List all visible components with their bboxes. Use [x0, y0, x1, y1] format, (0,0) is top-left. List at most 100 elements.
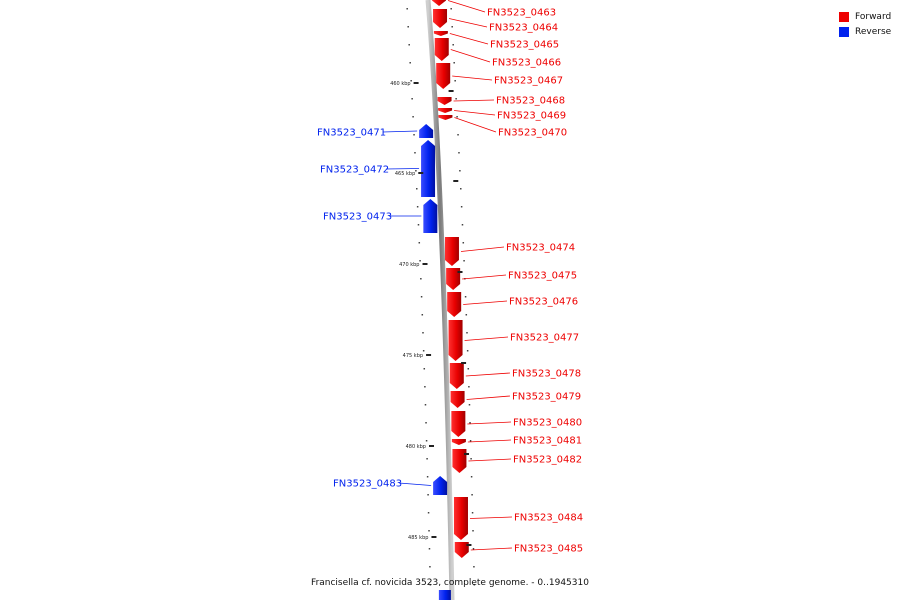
gene-FN3523_0467[interactable]: FN3523_0467	[436, 63, 563, 89]
scale-tick	[457, 134, 459, 136]
gene-arrow[interactable]	[438, 115, 453, 120]
gene-label[interactable]: FN3523_0484	[514, 513, 583, 524]
major-tick	[466, 544, 472, 546]
gene-arrow[interactable]	[451, 411, 466, 437]
scale-tick	[423, 368, 426, 370]
gene-arrow[interactable]	[433, 9, 448, 28]
legend-forward[interactable]: Forward	[839, 9, 891, 24]
gene-FN3523_0479[interactable]: FN3523_0479	[450, 391, 582, 408]
scale-tick	[465, 314, 468, 316]
gene-leader-line	[382, 130, 418, 133]
gene-arrow[interactable]	[453, 497, 468, 540]
gene-FN3523_0475[interactable]: FN3523_0475	[446, 268, 577, 290]
gene-leader-line	[398, 482, 432, 486]
gene-arrow[interactable]	[448, 320, 463, 361]
gene-FN3523_0480[interactable]: FN3523_0480	[451, 411, 582, 437]
gene-label[interactable]: FN3523_0479	[512, 392, 581, 403]
gene-FN3523_0483[interactable]: FN3523_0483	[333, 476, 448, 495]
gene-arrow[interactable]	[423, 199, 438, 233]
gene-label[interactable]: FN3523_0471	[317, 128, 386, 139]
gene-label[interactable]: FN3523_0480	[513, 418, 582, 429]
gene-FN3523_0482[interactable]: FN3523_0482	[452, 449, 582, 473]
gene-label[interactable]: FN3523_0485	[514, 544, 583, 555]
gene-arrow[interactable]	[447, 292, 462, 317]
gene-leader-line	[470, 547, 513, 551]
gene-FN3523_0466[interactable]: FN3523_0466	[434, 38, 561, 69]
gene-label[interactable]: FN3523_0463	[487, 8, 556, 19]
gene-arrow[interactable]	[436, 63, 451, 89]
gene-label[interactable]: FN3523_0483	[333, 479, 402, 490]
gene-arrow[interactable]	[434, 38, 449, 61]
scale-tick	[470, 458, 472, 460]
gene-FN3523_0471[interactable]: FN3523_0471	[317, 124, 434, 139]
gene-label[interactable]: FN3523_0468	[496, 96, 565, 107]
gene-label[interactable]: FN3523_0473	[323, 212, 392, 223]
gene-arrow[interactable]	[450, 391, 465, 408]
scale-tick	[467, 368, 470, 370]
gene-label[interactable]: FN3523_0482	[513, 455, 582, 466]
gene-FN3523_0481[interactable]: FN3523_0481	[451, 436, 582, 447]
gene-arrow[interactable]	[449, 363, 464, 389]
gene-label[interactable]: FN3523_0477	[510, 333, 579, 344]
major-tick	[453, 180, 459, 182]
gene-label[interactable]: FN3523_0465	[490, 40, 559, 51]
gene-arrow[interactable]	[433, 476, 448, 495]
gene-arrow[interactable]	[432, 0, 447, 6]
scale-label: 465 kbp	[395, 171, 415, 177]
scale-tick	[428, 548, 431, 550]
gene-FN3523_0476[interactable]: FN3523_0476	[447, 292, 578, 317]
scale-tick	[412, 116, 414, 118]
scale-tick	[422, 350, 425, 352]
scale-tick	[473, 584, 476, 586]
gene-label[interactable]: FN3523_0466	[492, 58, 561, 69]
gene-arrow[interactable]	[446, 268, 461, 290]
gene-arrow[interactable]	[433, 31, 448, 36]
gene-label[interactable]: FN3523_0470	[498, 128, 567, 139]
gene-leader-line	[468, 458, 512, 462]
gene-label[interactable]: FN3523_0481	[513, 436, 582, 447]
gene-FN3523_0464[interactable]: FN3523_0464	[433, 9, 558, 34]
scale-tick	[408, 44, 410, 46]
gene-FN3523_0470[interactable]: FN3523_0470	[438, 115, 567, 139]
gene-arrow[interactable]	[452, 449, 467, 473]
gene-label[interactable]: FN3523_0467	[494, 76, 563, 87]
gene-arrow[interactable]	[438, 108, 453, 113]
scale-tick	[453, 62, 455, 64]
gene-FN3523_0474[interactable]: FN3523_0474	[444, 237, 575, 266]
gene-label[interactable]: FN3523_0474	[506, 243, 575, 254]
gene-FN3523_0469[interactable]: FN3523_0469	[438, 108, 566, 122]
gene-FN3523_0478[interactable]: FN3523_0478	[449, 363, 581, 389]
major-tick	[413, 82, 419, 84]
gene-FN3523_0473[interactable]: FN3523_0473	[323, 199, 438, 233]
gene-arrow[interactable]	[421, 140, 436, 197]
gene-FN3523_0477[interactable]: FN3523_0477	[448, 320, 580, 361]
major-tick	[457, 271, 463, 273]
scale-tick	[407, 26, 409, 28]
partial-gene-arrow[interactable]	[438, 590, 451, 600]
gene-label[interactable]: FN3523_0475	[508, 271, 577, 282]
legend-reverse-label: Reverse	[855, 26, 892, 37]
gene-FN3523_0463[interactable]: FN3523_0463	[432, 0, 556, 19]
gene-FN3523_0485[interactable]: FN3523_0485	[454, 542, 583, 558]
gene-FN3523_0465[interactable]: FN3523_0465	[433, 31, 559, 51]
major-tick	[422, 263, 428, 265]
gene-FN3523_0484[interactable]: FN3523_0484	[453, 497, 583, 540]
scale-label: 470 kbp	[399, 262, 419, 268]
reverse-swatch	[839, 26, 849, 37]
gene-arrow[interactable]	[454, 542, 469, 558]
legend-reverse[interactable]: Reverse	[839, 24, 891, 39]
gene-arrow[interactable]	[444, 237, 459, 266]
scale-tick	[460, 206, 463, 208]
scale-tick	[425, 440, 428, 442]
gene-FN3523_0472[interactable]: FN3523_0472	[320, 140, 436, 197]
gene-label[interactable]: FN3523_0478	[512, 369, 581, 380]
gene-label[interactable]: FN3523_0472	[320, 165, 389, 176]
gene-arrow[interactable]	[419, 124, 434, 138]
gene-FN3523_0468[interactable]: FN3523_0468	[437, 96, 566, 107]
gene-label[interactable]: FN3523_0469	[497, 111, 566, 122]
gene-arrow[interactable]	[451, 439, 466, 445]
gene-label[interactable]: FN3523_0476	[509, 297, 578, 308]
gene-label[interactable]: FN3523_0464	[489, 23, 558, 34]
scale-tick	[429, 584, 432, 586]
gene-arrow[interactable]	[437, 97, 452, 105]
